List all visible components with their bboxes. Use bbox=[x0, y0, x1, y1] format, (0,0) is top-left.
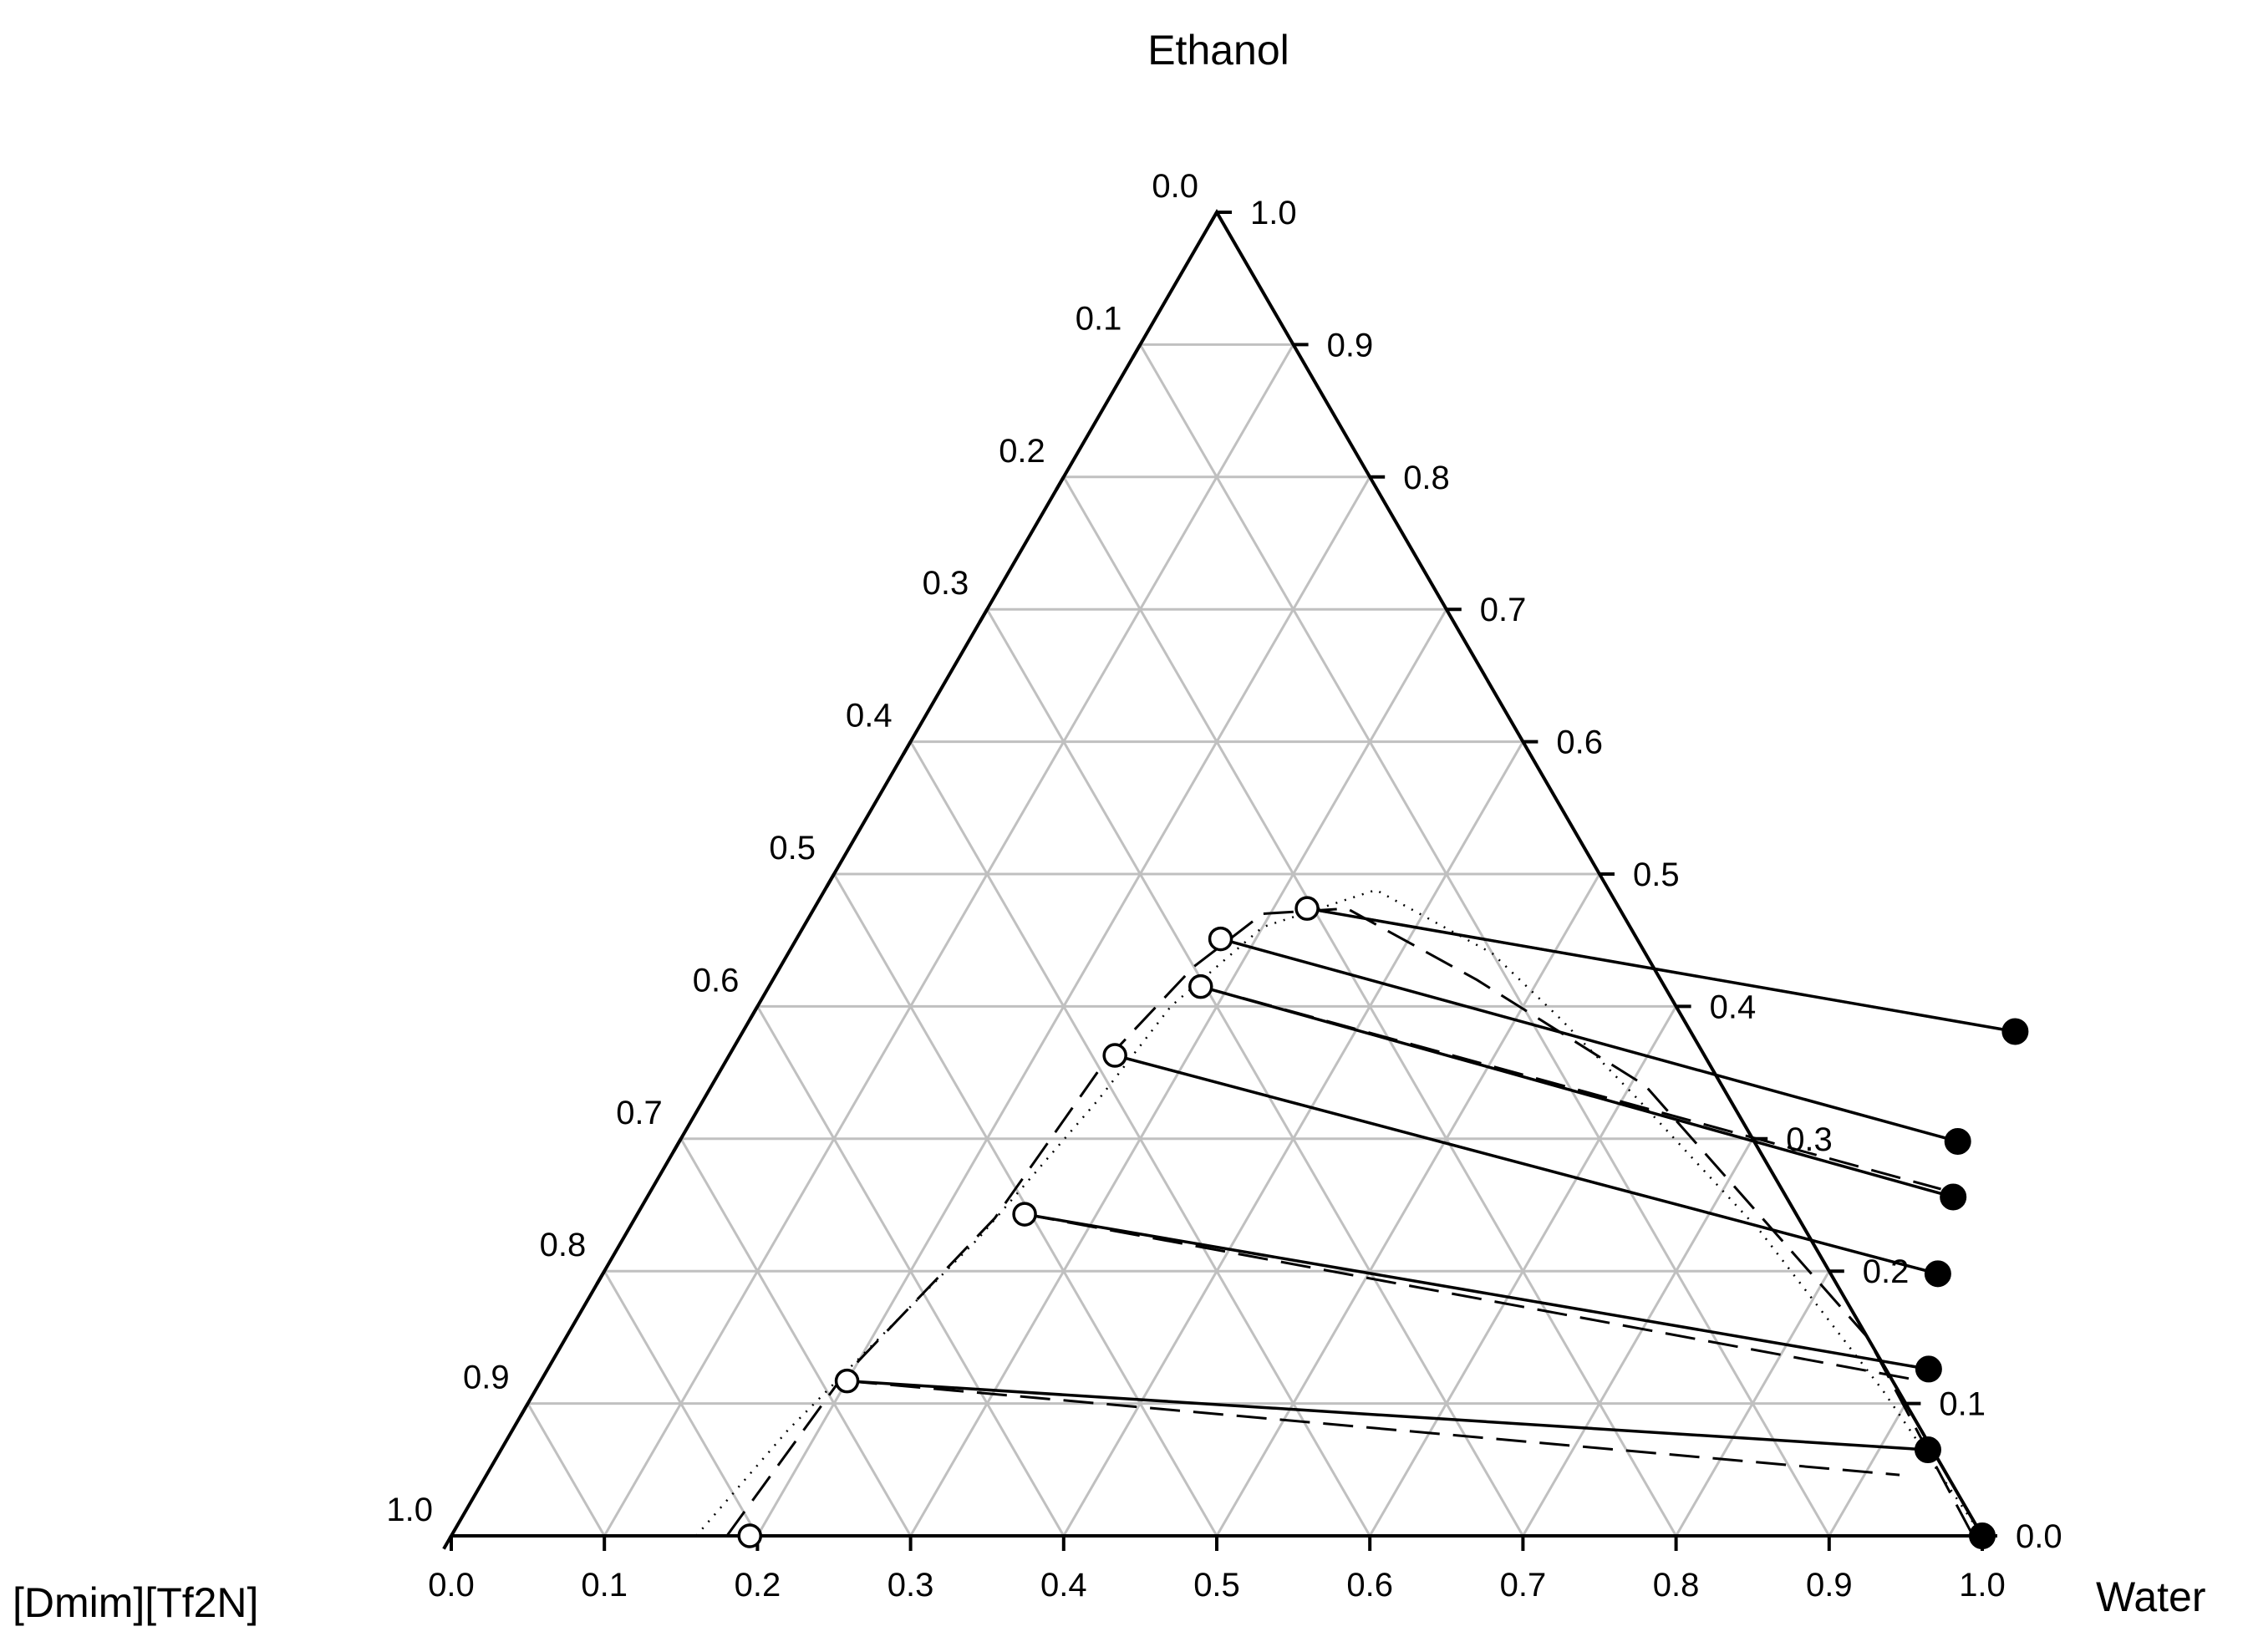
tick-label-il: 0.9 bbox=[463, 1360, 510, 1396]
tick-label-ethanol: 0.6 bbox=[1556, 724, 1603, 761]
vertex-label-bottom-left: [Dmim][Tf2N] bbox=[13, 1579, 258, 1626]
grid-line-il bbox=[603, 1270, 759, 1537]
binodal-curves bbox=[695, 888, 1984, 1537]
grid-line-water bbox=[1368, 1005, 1677, 1537]
water-rich-point bbox=[1940, 1183, 1967, 1211]
grid-line-water bbox=[603, 343, 1294, 1537]
tick-left bbox=[595, 1270, 606, 1285]
tie-line-calculated bbox=[847, 1380, 1900, 1477]
grid-line-water bbox=[1215, 873, 1601, 1537]
tick-label-ethanol: 0.5 bbox=[1633, 856, 1680, 893]
tick-label-ethanol: 0.3 bbox=[1786, 1121, 1833, 1158]
tick-label-il: 0.8 bbox=[540, 1227, 587, 1263]
tick-label-water: 0.2 bbox=[735, 1567, 781, 1604]
water-rich-point bbox=[1969, 1522, 1996, 1549]
tick-label-il: 0.2 bbox=[999, 433, 1045, 470]
il-rich-point bbox=[737, 1523, 762, 1548]
tick-label-ethanol: 0.4 bbox=[1710, 989, 1757, 1025]
triangle-axes bbox=[442, 209, 1997, 1551]
binodal-dashed-curve bbox=[725, 907, 1975, 1537]
tick-label-ethanol: 0.8 bbox=[1403, 460, 1450, 496]
tie-lines bbox=[750, 907, 2016, 1538]
grid bbox=[526, 343, 1907, 1537]
grid-line-water bbox=[1675, 1270, 1831, 1537]
tick-label-il: 1.0 bbox=[386, 1492, 433, 1528]
tie-line-experimental bbox=[1024, 1212, 1930, 1371]
il-rich-point bbox=[834, 1368, 860, 1394]
tie-line-calculated bbox=[1024, 1212, 1915, 1381]
tick-label-water: 0.7 bbox=[1500, 1567, 1547, 1604]
tick-label-water: 0.8 bbox=[1653, 1567, 1700, 1604]
tick-label-il: 0.0 bbox=[1152, 168, 1198, 205]
water-rich-point bbox=[1924, 1260, 1951, 1288]
tick-label-water: 0.6 bbox=[1346, 1567, 1393, 1604]
tick-label-water: 1.0 bbox=[1959, 1567, 2006, 1604]
data-points bbox=[737, 896, 2029, 1549]
tie-line-experimental bbox=[1220, 937, 1959, 1143]
tick-left bbox=[825, 873, 836, 888]
tick-left bbox=[901, 740, 913, 756]
grid-line-water bbox=[1522, 1138, 1754, 1537]
tick-label-ethanol: 0.1 bbox=[1939, 1386, 1986, 1423]
tick-left bbox=[1131, 343, 1142, 358]
tick-label-il: 0.5 bbox=[769, 830, 816, 867]
tie-line-experimental bbox=[1200, 984, 1954, 1199]
tick-labels: 0.0 0.0 0.0 0.1 0.1 0.1 0.2 0.2 0.2 0.3 0.3 0.3 0.4 0… bbox=[386, 168, 2062, 1604]
tick-left bbox=[978, 608, 989, 623]
tick-label-water: 0.3 bbox=[888, 1567, 934, 1604]
grid-line-il bbox=[679, 1138, 912, 1537]
tick-left bbox=[672, 1137, 683, 1153]
tick-label-ethanol: 0.0 bbox=[2016, 1518, 2062, 1555]
tick-label-water: 0.9 bbox=[1806, 1567, 1853, 1604]
tick-label-il: 0.6 bbox=[693, 962, 740, 999]
tick-left bbox=[1208, 211, 1218, 226]
tick-left bbox=[518, 1402, 530, 1418]
tick-label-il: 0.4 bbox=[846, 698, 893, 735]
water-rich-point bbox=[1914, 1436, 1941, 1464]
il-rich-point bbox=[1294, 896, 1320, 921]
tie-line-experimental bbox=[1114, 1054, 1939, 1276]
binodal-dotted-curve bbox=[695, 888, 1984, 1537]
tick-left bbox=[748, 1005, 760, 1020]
vertex-label-top: Ethanol bbox=[1147, 27, 1289, 74]
water-rich-point bbox=[1915, 1355, 1942, 1383]
tick-label-il: 0.3 bbox=[923, 565, 969, 602]
tie-line-experimental bbox=[847, 1379, 1929, 1451]
water-rich-point bbox=[1944, 1127, 1971, 1155]
vertex-label-bottom-right: Water bbox=[2096, 1573, 2206, 1620]
tick-label-il: 0.7 bbox=[616, 1095, 663, 1131]
tick-label-ethanol: 0.9 bbox=[1327, 327, 1374, 363]
grid-line-il bbox=[985, 608, 1524, 1537]
grid-line-water bbox=[1828, 1402, 1907, 1537]
tick-label-ethanol: 1.0 bbox=[1250, 195, 1297, 231]
tie-line-experimental bbox=[1306, 907, 2016, 1034]
tick-label-water: 0.0 bbox=[428, 1567, 475, 1604]
il-rich-point bbox=[1102, 1043, 1127, 1068]
tick-label-il: 0.1 bbox=[1076, 300, 1122, 337]
il-rich-point bbox=[1188, 973, 1213, 999]
il-rich-point bbox=[1012, 1202, 1037, 1227]
il-rich-point bbox=[1208, 926, 1233, 952]
grid-line-il bbox=[526, 1402, 606, 1537]
grid-line-il bbox=[756, 1005, 1066, 1537]
tick-label-water: 0.1 bbox=[581, 1567, 628, 1604]
water-rich-point bbox=[2001, 1018, 2029, 1045]
tick-label-water: 0.4 bbox=[1040, 1567, 1087, 1604]
tick-left bbox=[442, 1535, 453, 1550]
tick-label-water: 0.5 bbox=[1193, 1567, 1240, 1604]
tick-label-ethanol: 0.7 bbox=[1480, 592, 1527, 628]
tick-left bbox=[1055, 475, 1066, 491]
tick-label-ethanol: 0.2 bbox=[1863, 1253, 1910, 1290]
